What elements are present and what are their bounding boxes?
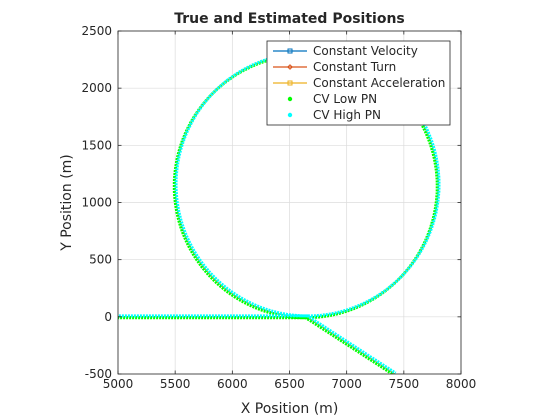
- x-tick-label: 8000: [446, 377, 477, 391]
- legend-marker: [287, 48, 293, 54]
- legend-marker: [287, 112, 293, 118]
- legend-marker: [287, 64, 293, 70]
- x-tick-label: 6500: [274, 377, 305, 391]
- legend-marker: [287, 96, 293, 102]
- y-tick-label: 2000: [81, 81, 112, 95]
- x-axis-label: X Position (m): [241, 401, 339, 417]
- legend-entry: Constant Acceleration: [273, 76, 445, 90]
- series-cv-low-pn: [118, 53, 439, 374]
- y-tick-label: 2500: [81, 24, 112, 38]
- x-tick-label: 7000: [331, 377, 362, 391]
- y-tick-label: -500: [85, 367, 112, 381]
- legend-marker: [287, 80, 293, 86]
- legend-entry: Constant Turn: [273, 60, 396, 74]
- legend-label: Constant Velocity: [313, 44, 418, 58]
- legend-entry: Constant Velocity: [273, 44, 418, 58]
- legend: Constant Velocity Constant Turn Constant A…: [266, 40, 451, 126]
- y-tick-label: 500: [89, 253, 112, 267]
- y-tick-label: 1500: [81, 138, 112, 152]
- x-tick-label: 7500: [389, 377, 420, 391]
- legend-label: Constant Turn: [313, 60, 396, 74]
- legend-label: CV Low PN: [313, 92, 377, 106]
- x-tick-label: 5500: [160, 377, 191, 391]
- legend-label: CV High PN: [313, 108, 381, 122]
- x-tick-label: 5000: [103, 377, 134, 391]
- y-tick-label: 0: [104, 310, 112, 324]
- point-markers: [118, 51, 441, 374]
- y-tick-label: 1000: [81, 196, 112, 210]
- legend-label: Constant Acceleration: [313, 76, 445, 90]
- legend-entry: CV Low PN: [287, 92, 377, 106]
- point-markers: [118, 53, 439, 374]
- chart-title: True and Estimated Positions: [174, 11, 405, 27]
- x-tick-label: 6000: [217, 377, 248, 391]
- series-cv-high-pn: [118, 51, 441, 374]
- axis-ticks: 5000 5500 6000 6500 7000 7500 8000 -500 0 500 1000…: [81, 24, 476, 391]
- y-axis-label: Y Position (m): [59, 154, 75, 252]
- legend-entry: CV High PN: [287, 108, 381, 122]
